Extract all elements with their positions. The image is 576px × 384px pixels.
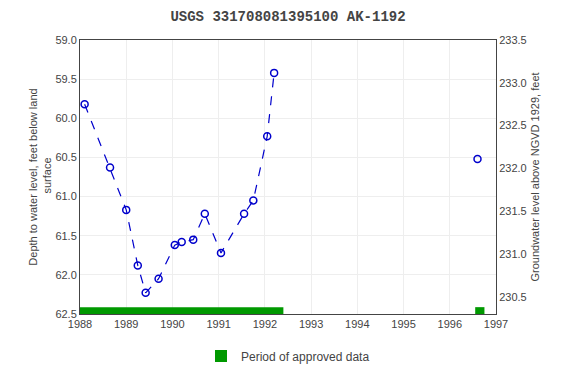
svg-text:59.5: 59.5 [55, 73, 76, 85]
svg-text:233.5: 233.5 [499, 34, 527, 46]
svg-text:62.0: 62.0 [55, 269, 76, 281]
svg-text:1990: 1990 [160, 318, 184, 330]
svg-text:60.5: 60.5 [55, 151, 76, 163]
svg-text:1988: 1988 [68, 318, 92, 330]
svg-text:61.0: 61.0 [55, 190, 76, 202]
svg-text:1993: 1993 [299, 318, 323, 330]
svg-text:1992: 1992 [253, 318, 277, 330]
svg-text:231.5: 231.5 [499, 205, 527, 217]
svg-text:232.0: 232.0 [499, 162, 527, 174]
svg-text:Period of approved data: Period of approved data [241, 350, 369, 364]
svg-text:USGS 331708081395100 AK-1192: USGS 331708081395100 AK-1192 [170, 9, 405, 25]
svg-text:1991: 1991 [206, 318, 230, 330]
svg-text:233.0: 233.0 [499, 77, 527, 89]
svg-text:1989: 1989 [114, 318, 138, 330]
svg-text:Depth to water level, feet bel: Depth to water level, feet below land su… [27, 88, 53, 265]
svg-text:1997: 1997 [484, 318, 508, 330]
svg-text:Groundwater level above NGVD 1: Groundwater level above NGVD 1929, feet [529, 72, 541, 281]
svg-text:232.5: 232.5 [499, 119, 527, 131]
svg-text:61.5: 61.5 [55, 230, 76, 242]
svg-text:1994: 1994 [345, 318, 369, 330]
svg-text:1996: 1996 [438, 318, 462, 330]
svg-text:1995: 1995 [391, 318, 415, 330]
svg-text:230.5: 230.5 [499, 291, 527, 303]
svg-text:62.5: 62.5 [55, 308, 76, 320]
svg-text:231.0: 231.0 [499, 248, 527, 260]
svg-text:60.0: 60.0 [55, 112, 76, 124]
svg-text:59.0: 59.0 [55, 34, 76, 46]
